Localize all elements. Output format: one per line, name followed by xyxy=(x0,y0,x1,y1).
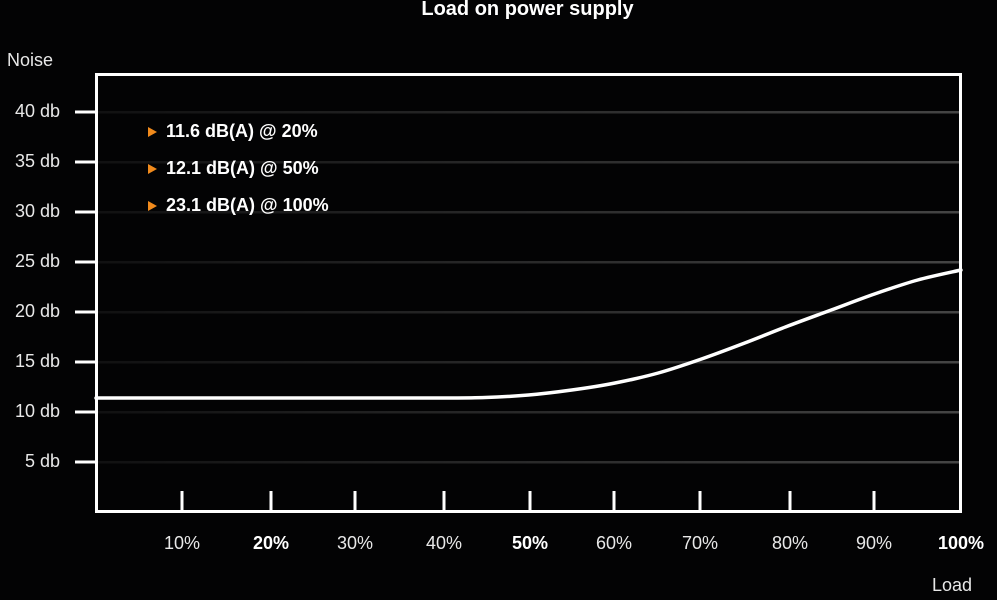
chart-title: Load on power supply xyxy=(421,0,634,20)
x-tick-label: 100% xyxy=(937,533,985,553)
y-tick-label: 40 db xyxy=(14,101,60,121)
x-tick-label: 50% xyxy=(511,533,549,553)
legend-label: 23.1 dB(A) @ 100% xyxy=(166,195,329,215)
legend-item: 23.1 dB(A) @ 100% xyxy=(148,187,329,224)
legend: 11.6 dB(A) @ 20% 12.1 dB(A) @ 50% 23.1 d… xyxy=(148,113,329,224)
triangle-bullet-icon xyxy=(148,163,157,174)
y-tick-label: 15 db xyxy=(14,351,60,371)
y-tick-label: 35 db xyxy=(14,151,60,171)
x-tick-label: 60% xyxy=(595,533,633,553)
x-tick-label: 10% xyxy=(163,533,201,553)
plot-frame xyxy=(95,73,962,513)
x-tick-label: 20% xyxy=(252,533,290,553)
x-tick-label: 90% xyxy=(855,533,893,553)
x-axis-title: Load xyxy=(932,575,973,595)
triangle-bullet-icon xyxy=(148,200,157,211)
x-tick-label: 30% xyxy=(336,533,374,553)
legend-item: 11.6 dB(A) @ 20% xyxy=(148,113,329,150)
y-tick-label: 20 db xyxy=(14,301,60,321)
gridlines xyxy=(98,111,960,464)
y-axis-title: Noise xyxy=(7,50,54,70)
x-tick-label: 40% xyxy=(425,533,463,553)
y-axis-ticks xyxy=(75,110,96,464)
y-tick-label: 5 db xyxy=(24,451,60,471)
legend-label: 12.1 dB(A) @ 50% xyxy=(166,158,319,178)
x-axis-ticks xyxy=(180,491,876,512)
noise-curve xyxy=(94,268,963,400)
legend-label: 11.6 dB(A) @ 20% xyxy=(166,121,318,141)
x-tick-label: 70% xyxy=(681,533,719,553)
triangle-bullet-icon xyxy=(148,126,157,137)
y-tick-label: 10 db xyxy=(14,401,60,421)
y-tick-label: 30 db xyxy=(14,201,60,221)
y-tick-label: 25 db xyxy=(14,251,60,271)
legend-item: 12.1 dB(A) @ 50% xyxy=(148,150,329,187)
x-tick-label: 80% xyxy=(771,533,809,553)
